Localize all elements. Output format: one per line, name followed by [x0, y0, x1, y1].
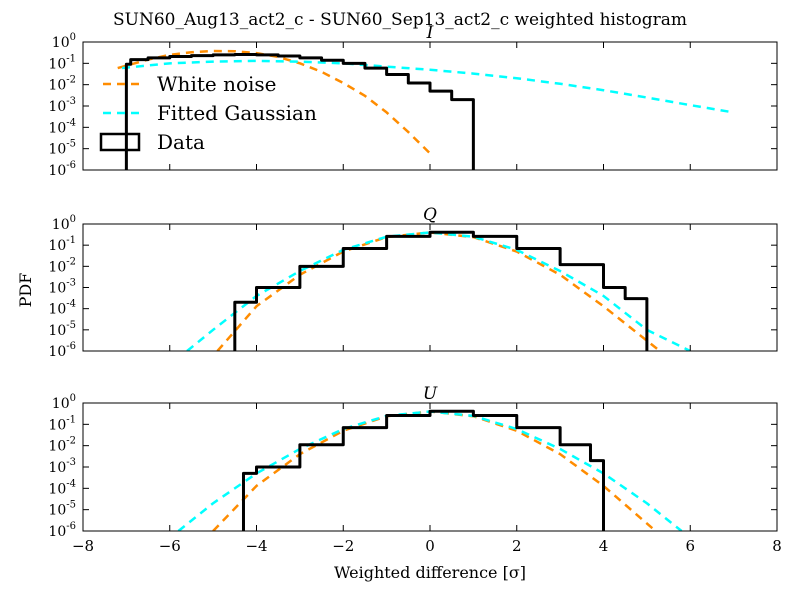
series-data: [241, 409, 605, 531]
series-white-noise: [212, 410, 657, 531]
x-tick-label: 6: [685, 537, 695, 555]
legend: White noise Fitted Gaussian Data: [99, 72, 317, 154]
panel-q: 100 10-1 10-2 10-3 10-4 10-5 10-6 Q: [48, 205, 778, 360]
y-tick-label: 10-3: [48, 457, 76, 476]
panel-title: Q: [423, 205, 437, 225]
y-tick-label: 100: [52, 32, 76, 51]
y-tick-label: 10-1: [48, 414, 76, 433]
series-fitted-gaussian: [186, 231, 691, 351]
series-white-noise: [117, 49, 431, 155]
axes-frame: [82, 402, 778, 532]
x-tick-label: −4: [245, 537, 267, 555]
y-tick-label: 10-2: [48, 436, 76, 455]
y-tick-label: 100: [52, 214, 76, 233]
y-tick-label: 10-3: [48, 278, 76, 297]
panel-i: 100 10-1 10-2 10-3 10-4 10-5 10-6 I White noise F…: [48, 23, 778, 179]
figure-suptitle: SUN60_Aug13_act2_c - SUN60_Sep13_act2_c …: [113, 10, 687, 30]
shared-ylabel: PDF: [16, 273, 35, 308]
x-axis-label: Weighted difference [σ]: [334, 563, 526, 582]
y-tick-label: 10-6: [48, 160, 76, 179]
x-tick-label: 2: [512, 537, 522, 555]
y-tick-label: 10-5: [48, 500, 76, 519]
series-data: [124, 52, 475, 170]
panel-title: U: [423, 384, 438, 404]
series-fitted-gaussian: [177, 410, 683, 531]
y-tick-label: 10-4: [48, 478, 76, 497]
legend-label: Data: [157, 130, 205, 154]
y-tick-label: 100: [52, 393, 76, 412]
x-tick-label: −2: [332, 537, 354, 555]
plot-area: [117, 49, 734, 170]
legend-label: White noise: [157, 72, 276, 96]
y-tick-label: 10-6: [48, 521, 76, 540]
plot-area: [186, 230, 691, 351]
y-tick-label: 10-2: [48, 75, 76, 94]
series-data: [233, 230, 649, 351]
y-tick-label: 10-3: [48, 96, 76, 115]
y-tick-label: 10-1: [48, 235, 76, 254]
plot-area: [177, 409, 683, 531]
x-tick-label: 0: [425, 537, 435, 555]
y-tick-label: 10-4: [48, 117, 76, 136]
y-tick-label: 10-5: [48, 139, 76, 158]
legend-label: Fitted Gaussian: [157, 101, 317, 125]
x-tick-label: 8: [772, 537, 782, 555]
panels: 100 10-1 10-2 10-3 10-4 10-5 10-6 I White noise F…: [48, 23, 781, 582]
x-tick-label: −8: [72, 537, 94, 555]
x-tick-label: 4: [599, 537, 609, 555]
y-tick-label: 10-4: [48, 299, 76, 318]
legend-swatch-box: [99, 132, 141, 152]
x-tick-label: −6: [159, 537, 181, 555]
panel-u: −8 −6 −4 −2 0 2 4 6 8 100 10-1 10-2 10-3 10-4 10-5 10-6…: [48, 384, 781, 582]
series-white-noise: [216, 231, 661, 351]
panel-title: I: [426, 23, 434, 43]
axes-frame: [82, 223, 778, 352]
y-tick-label: 10-2: [48, 256, 76, 275]
y-tick-label: 10-6: [48, 341, 76, 360]
y-tick-label: 10-5: [48, 320, 76, 339]
series-fitted-gaussian: [121, 59, 734, 114]
y-tick-label: 10-1: [48, 53, 76, 72]
